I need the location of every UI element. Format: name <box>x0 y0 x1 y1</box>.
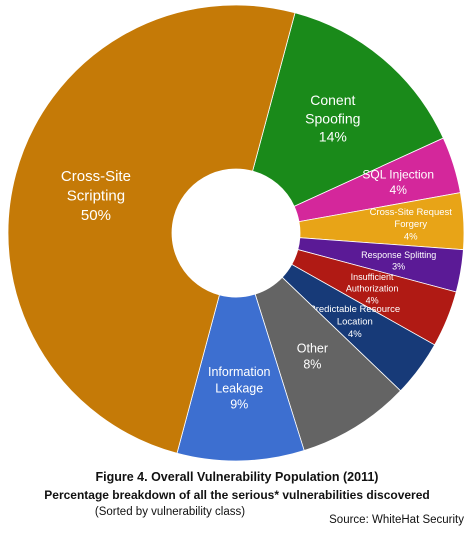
slice-conent-spoofing <box>252 12 444 207</box>
chart-source: Source: WhiteHat Security <box>329 514 464 526</box>
chart-title: Figure 4. Overall Vulnerability Populati… <box>95 470 379 484</box>
chart-subtitle: Percentage breakdown of all the serious*… <box>44 488 430 502</box>
slice-label-sql-injection: SQL Injection 4% <box>362 168 434 198</box>
slice-label-response-splitting: Response Splitting 3% <box>361 250 436 272</box>
slice-label-information-leakage: Information Leakage 9% <box>208 365 271 412</box>
donut-chart: Conent Spoofing 14%SQL Injection 4% Cross-Si… <box>7 4 465 462</box>
slice-cross-site-scripting <box>7 4 296 454</box>
slice-label-conent-spoofing: Conent Spoofing 14% <box>305 92 360 144</box>
slice-label-predictable-resource-location: Predictable Resource Location 4% <box>309 304 400 340</box>
slice-other <box>254 276 402 452</box>
slice-label-cross-site-request-forgery: Cross-Site Request Forgery 4% <box>370 207 453 243</box>
chart-note: (Sorted by vulnerability class) <box>94 506 246 518</box>
slice-label-insufficient-authorization: Insufficient Authorization 4% <box>346 272 399 305</box>
slice-label-cross-site-scripting: Cross-Site Scripting 50% <box>61 168 131 224</box>
slice-label-other: Other 8% <box>297 341 328 371</box>
